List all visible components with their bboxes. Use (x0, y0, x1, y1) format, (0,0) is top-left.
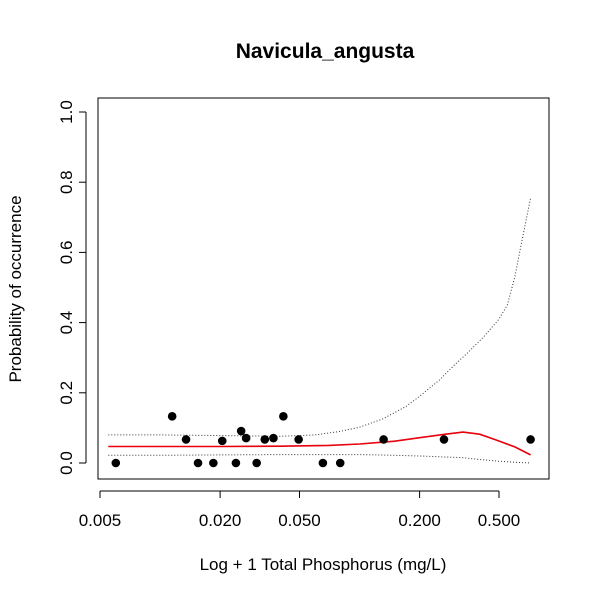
data-point (294, 435, 303, 444)
data-point (241, 433, 251, 443)
data-point (252, 458, 261, 468)
data-point (236, 426, 246, 436)
data-point (111, 458, 121, 468)
data-point (379, 435, 388, 444)
data-point (217, 436, 227, 446)
data-point (279, 412, 288, 421)
points-layer (111, 412, 535, 468)
data-point (335, 458, 345, 468)
y-axis-label: Probability of occurrence (6, 195, 25, 382)
fitted-curve-line (108, 431, 531, 456)
x-axis: 0.005 0.020 0.050 0.200 0.500 (79, 490, 521, 530)
x-tick-label: 0.050 (278, 511, 321, 530)
y-axis: 0.0 0.2 0.4 0.6 0.8 1.0 (57, 100, 87, 475)
x-tick-label: 0.200 (398, 511, 441, 530)
data-point (260, 435, 270, 444)
y-tick-label: 0.8 (57, 170, 76, 194)
x-tick-label: 0.020 (199, 511, 242, 530)
data-point (526, 435, 535, 444)
x-axis-label: Log + 1 Total Phosphorus (mg/L) (200, 555, 447, 574)
data-point (193, 458, 203, 468)
y-tick-label: 1.0 (57, 100, 76, 124)
data-point (181, 435, 191, 444)
data-point (209, 458, 218, 468)
y-tick-label: 0.2 (57, 381, 76, 405)
chart-title: Navicula_angusta (236, 40, 415, 63)
x-tick-label: 0.005 (79, 511, 122, 530)
data-point (318, 458, 328, 468)
data-point (167, 412, 177, 421)
data-point (439, 435, 449, 444)
data-point (231, 458, 241, 468)
series-layer (108, 197, 532, 464)
plot-frame (97, 97, 550, 480)
y-tick-label: 0.0 (57, 451, 76, 475)
lower-ci-line (108, 454, 531, 464)
y-tick-label: 0.6 (57, 241, 76, 265)
x-tick-label: 0.500 (478, 511, 521, 530)
y-tick-label: 0.4 (57, 311, 76, 335)
upper-ci-line (108, 197, 532, 437)
data-point (269, 433, 278, 443)
